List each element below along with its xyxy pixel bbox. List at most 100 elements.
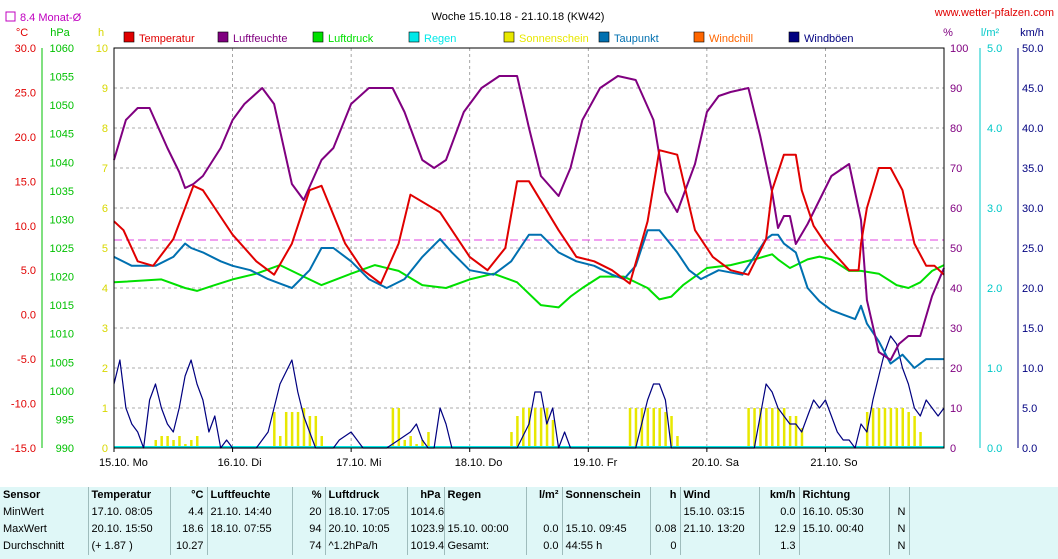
- sunshine-bar: [877, 408, 881, 448]
- legend-label-0: Temperatur: [139, 33, 195, 45]
- stats-cell: 18.10. 17:05: [324, 504, 407, 521]
- stats-cell: [206, 538, 292, 555]
- stats-cell: [443, 504, 526, 521]
- sunshine-bar: [759, 408, 762, 448]
- stats-cell: 15.10. 00:40: [798, 521, 889, 538]
- pressure-tick-label: 1035: [50, 186, 74, 198]
- humidity-tick-label: 90: [950, 83, 962, 95]
- sunshine-bar: [314, 416, 318, 448]
- x-axis-labels: 15.10. Mo 16.10. Di 17.10. Mi 18.10. Do 19.1…: [99, 448, 858, 469]
- legend-label-4: Sonnenschein: [519, 33, 589, 45]
- sunshine-bar: [522, 408, 525, 448]
- stats-header-cell: Luftdruck: [324, 487, 407, 504]
- sunshine-bar: [895, 408, 899, 448]
- stats-header-cell: Temperatur: [87, 487, 170, 504]
- hours-tick-label: 3: [102, 323, 108, 335]
- rain-tick-label: 4.0: [987, 123, 1002, 135]
- legend-label-3: Regen: [424, 33, 456, 45]
- humidity-tick-label: 50: [950, 243, 962, 255]
- sunshine-bar: [421, 440, 424, 448]
- sunshine-bar: [403, 440, 406, 448]
- wind-tick-label: 40.0: [1022, 123, 1043, 135]
- sunshine-bar: [551, 420, 555, 448]
- legend-swatch-5: [598, 31, 610, 43]
- sunshine-bar: [670, 416, 673, 448]
- stats-cell: 20.10. 10:05: [324, 521, 407, 538]
- stats-header-cell: hPa: [406, 487, 444, 504]
- sunshine-bar: [284, 412, 288, 448]
- stats-cell: 21.10. 14:40: [206, 504, 292, 521]
- stats-filler-cell: [908, 521, 1058, 538]
- stats-cell: [679, 538, 759, 555]
- legend-swatch-1: [217, 31, 229, 43]
- temp-tick-label: 20.0: [15, 132, 36, 144]
- sunshine-bar: [427, 432, 430, 448]
- sunshine-bar: [166, 436, 169, 448]
- chart-title: Woche 15.10.18 - 21.10.18 (KW42): [432, 11, 605, 23]
- stats-cell: ^1.2hPa/h: [324, 538, 407, 555]
- sunshine-bar: [907, 412, 910, 448]
- hours-tick-label: 9: [102, 83, 108, 95]
- series-luftfeuchte: [113, 75, 945, 361]
- x-tick-label: 16.10. Di: [218, 457, 262, 469]
- hours-tick-label: 0: [102, 443, 108, 455]
- stats-header-cell: %: [291, 487, 325, 504]
- stats-cell: 0.0: [758, 504, 799, 521]
- temp-tick-label: -10.0: [11, 399, 36, 411]
- sunshine-bar: [279, 436, 282, 448]
- stats-cell: 1023.9: [406, 521, 444, 538]
- stats-cell: Durchschnitt: [3, 540, 65, 552]
- wind-tick-label: 15.0: [1022, 323, 1043, 335]
- stats-row: MinWert 17.10. 08:05 4.4 21.10. 14:40 20 18.1…: [0, 504, 1058, 521]
- pressure-tick-label: 1045: [50, 129, 74, 141]
- sunshine-bar: [273, 412, 276, 448]
- stats-header-cell: h: [649, 487, 680, 504]
- stats-cell: [561, 504, 650, 521]
- stats-filler-cell: [908, 504, 1058, 521]
- stats-cell: N: [888, 538, 909, 555]
- hours-tick-label: 5: [102, 243, 108, 255]
- stats-cell: 15.10. 00:00: [443, 521, 526, 538]
- hours-tick-label: 1: [102, 403, 108, 415]
- sunshine-bar: [664, 412, 667, 448]
- sunshine-bar: [154, 440, 157, 448]
- legend-swatch-3: [408, 31, 420, 43]
- sunshine-bar: [528, 408, 531, 448]
- temp-tick-label: 15.0: [15, 176, 36, 188]
- hours-tick-label: 2: [102, 363, 108, 375]
- stats-header-cell: Richtung: [798, 487, 889, 504]
- site-link[interactable]: www.wetter-pfalzen.com: [934, 7, 1054, 19]
- y-axes: 30.025.020.015.010.05.00.0-5.0-10.0-15.0…: [11, 43, 1044, 455]
- stats-cell: 74: [291, 538, 325, 555]
- stats-cell: 0: [649, 538, 680, 555]
- sunshine-bar: [302, 408, 306, 448]
- sunshine-bar: [782, 408, 786, 448]
- sunshine-bar: [889, 408, 893, 448]
- stats-cell: 16.10. 05:30: [798, 504, 889, 521]
- sunshine-bar: [296, 412, 300, 448]
- sunshine-bar: [391, 408, 395, 448]
- series-temperatur: [113, 149, 945, 285]
- temp-tick-label: -5.0: [17, 354, 36, 366]
- humidity-tick-label: 10: [950, 403, 962, 415]
- humidity-unit-label: %: [943, 27, 953, 39]
- pressure-tick-label: 1040: [50, 157, 74, 169]
- pressure-tick-label: 1050: [50, 100, 74, 112]
- temp-tick-label: 0.0: [21, 310, 36, 322]
- hours-tick-label: 7: [102, 163, 108, 175]
- sunshine-bar: [800, 428, 804, 448]
- stats-cell: 1019.4: [406, 538, 444, 555]
- wind-unit-label: km/h: [1020, 27, 1044, 39]
- rain-tick-label: 1.0: [987, 363, 1002, 375]
- stats-cell: 20: [291, 504, 325, 521]
- wind-tick-label: 5.0: [1022, 403, 1037, 415]
- pressure-unit-label: hPa: [50, 27, 70, 39]
- rain-unit-label: l/m²: [981, 27, 1000, 39]
- stats-cell: 21.10. 13:20: [679, 521, 759, 538]
- sunshine-bar: [652, 408, 655, 448]
- stats-header-cell: Luftfeuchte: [206, 487, 292, 504]
- sunshine-bar: [788, 416, 792, 448]
- pressure-tick-label: 990: [56, 443, 74, 455]
- sunshine-bar: [545, 408, 549, 448]
- weather-chart: Woche 15.10.18 - 21.10.18 (KW42) www.wet…: [5, 7, 1054, 469]
